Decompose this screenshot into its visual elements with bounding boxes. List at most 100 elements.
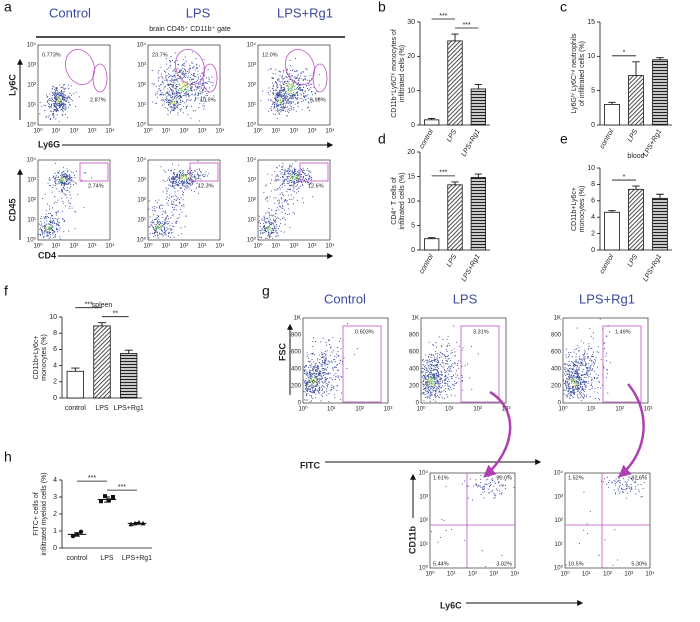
event-dot <box>63 174 65 176</box>
event-dot <box>262 219 264 221</box>
event-dot <box>281 192 283 194</box>
event-dot <box>191 79 193 81</box>
event-dot <box>310 101 312 104</box>
gate <box>285 49 315 85</box>
event-dot <box>183 184 185 186</box>
event-dot <box>305 365 307 367</box>
event-dot <box>616 559 619 561</box>
event-dot <box>302 71 304 73</box>
event-dot <box>166 190 168 192</box>
event-dot <box>263 220 265 222</box>
event-dot <box>184 56 186 58</box>
event-dot <box>65 194 67 196</box>
event-dot <box>166 229 168 231</box>
event-dot <box>431 374 433 376</box>
event-dot <box>282 105 285 107</box>
event-dot <box>272 229 275 231</box>
event-dot <box>445 376 447 378</box>
event-dot <box>421 359 424 361</box>
event-dot <box>564 389 566 391</box>
event-dot <box>464 480 466 482</box>
event-dot <box>163 86 165 88</box>
event-dot <box>447 385 449 387</box>
event-dot <box>54 92 56 94</box>
event-dot <box>431 365 433 367</box>
event-dot <box>311 94 313 96</box>
event-dot <box>169 229 171 231</box>
event-dot <box>279 205 281 207</box>
event-dot <box>619 481 621 483</box>
event-dot <box>307 384 309 386</box>
event-dot <box>329 377 331 379</box>
event-dot <box>57 91 59 93</box>
event-dot <box>436 352 438 354</box>
event-dot <box>55 175 57 177</box>
event-dot <box>483 486 485 488</box>
event-dot <box>428 364 430 367</box>
event-dot <box>308 106 310 108</box>
event-dot <box>321 351 323 353</box>
event-dot <box>425 390 428 392</box>
event-dot <box>160 166 162 168</box>
axis-label: CD4 <box>38 250 56 260</box>
event-dot <box>177 234 179 236</box>
event-dot <box>306 393 308 395</box>
event-dot <box>311 373 313 375</box>
event-dot <box>183 191 185 194</box>
event-dot <box>303 371 306 373</box>
event-dot <box>45 94 48 96</box>
event-dot <box>173 104 175 106</box>
event-dot <box>259 220 261 222</box>
event-dot <box>279 109 281 111</box>
event-dot <box>575 388 577 390</box>
event-dot <box>446 378 448 380</box>
event-dot <box>440 372 443 374</box>
event-dot <box>312 100 314 102</box>
event-dot <box>57 101 59 103</box>
event-dot <box>169 64 171 67</box>
event-dot <box>288 180 290 182</box>
event-dot <box>213 95 215 97</box>
event-dot <box>504 485 507 487</box>
event-dot <box>175 177 177 179</box>
event-dot <box>437 383 439 385</box>
event-dot <box>291 80 293 82</box>
event-dot <box>308 83 310 85</box>
event-dot <box>321 395 324 397</box>
event-dot <box>284 219 286 221</box>
event-dot <box>290 184 292 186</box>
event-dot <box>581 374 583 376</box>
event-dot <box>297 179 299 181</box>
event-dot <box>329 347 331 349</box>
event-dot <box>288 101 290 103</box>
event-dot <box>174 98 176 100</box>
event-dot <box>293 191 295 193</box>
event-dot <box>173 103 175 105</box>
event-dot <box>332 350 335 352</box>
event-dot <box>499 485 501 487</box>
event-dot <box>185 74 187 76</box>
event-dot <box>591 377 593 379</box>
event-dot <box>283 89 285 91</box>
event-dot <box>282 99 284 101</box>
event-dot <box>183 84 185 86</box>
event-dot <box>179 75 182 77</box>
event-dot <box>190 84 192 86</box>
event-dot <box>176 92 178 94</box>
event-dot <box>63 220 65 223</box>
event-dot <box>431 354 433 356</box>
event-dot <box>597 346 600 348</box>
event-dot <box>341 376 343 378</box>
event-dot <box>157 216 159 219</box>
event-dot <box>290 92 292 94</box>
event-dot <box>264 199 266 201</box>
event-dot <box>195 89 197 91</box>
event-dot <box>60 179 62 181</box>
event-dot <box>568 368 571 370</box>
event-dot <box>275 217 278 219</box>
event-dot <box>440 374 442 376</box>
event-dot <box>174 106 176 109</box>
event-dot <box>164 211 166 213</box>
event-dot <box>308 366 310 369</box>
event-dot <box>60 101 62 103</box>
